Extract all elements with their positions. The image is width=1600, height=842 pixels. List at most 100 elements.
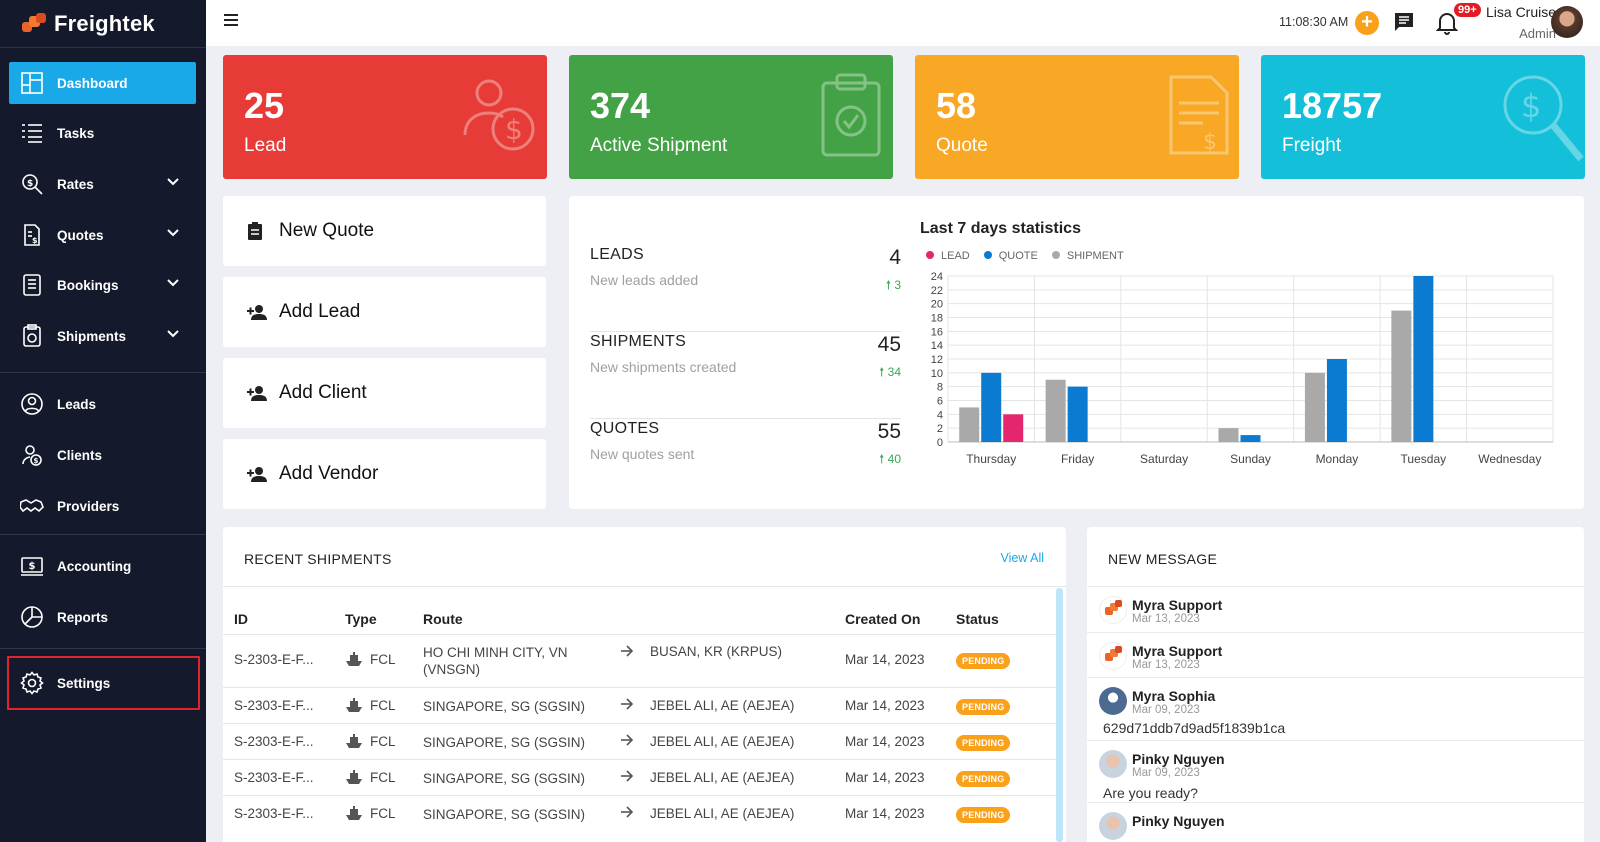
- stat-value: 58: [936, 85, 977, 126]
- table-row[interactable]: S-2303-E-F... FCL SINGAPORE, SG (SGSIN) JEB…: [223, 723, 1058, 759]
- sidebar-item-clients[interactable]: $ Clients: [9, 434, 196, 476]
- shipment-id[interactable]: S-2303-E-F...: [234, 652, 314, 667]
- x-tick-label: Thursday: [966, 452, 1016, 466]
- quick-action-label: Add Lead: [279, 301, 361, 322]
- bar-quote-thursday[interactable]: [981, 372, 1002, 442]
- summary-delta: 🠕 34: [879, 363, 901, 384]
- summary-subtitle: New quotes sent: [590, 446, 695, 462]
- table-row[interactable]: S-2303-E-F... FCL HO CHI MINH CITY, VN (VN…: [223, 634, 1058, 687]
- legend-item-lead[interactable]: LEAD: [926, 250, 970, 262]
- summary-delta-value: 34: [887, 365, 901, 379]
- sidebar-item-providers[interactable]: Providers: [9, 485, 196, 527]
- add-icon[interactable]: +: [1355, 11, 1379, 35]
- scrollbar[interactable]: [1056, 588, 1063, 842]
- summary-title: LEADS: [590, 246, 644, 263]
- shipment-id[interactable]: S-2303-E-F...: [234, 698, 314, 713]
- chat-icon[interactable]: [1393, 11, 1415, 38]
- message-item[interactable]: Pinky Nguyen: [1087, 802, 1584, 842]
- shipment-id[interactable]: S-2303-E-F...: [234, 770, 314, 785]
- add-vendor-button[interactable]: Add Vendor: [223, 439, 546, 509]
- arrow-right-icon: [620, 697, 634, 714]
- bar-quote-sunday[interactable]: [1240, 435, 1261, 442]
- menu-toggle-icon[interactable]: [224, 14, 238, 28]
- summary-value: 4: [889, 246, 901, 269]
- section-title: RECENT SHIPMENTS: [244, 551, 392, 567]
- sidebar-item-label: Providers: [57, 498, 120, 514]
- x-tick-label: Sunday: [1230, 452, 1271, 466]
- summary-value: 55: [877, 420, 901, 443]
- avatar: [1099, 750, 1127, 778]
- message-item[interactable]: Myra Support Mar 13, 2023: [1087, 632, 1584, 677]
- sidebar-item-label: Quotes: [57, 227, 104, 243]
- legend-item-quote[interactable]: QUOTE: [983, 250, 1038, 262]
- route-destination: JEBEL ALI, AE (AEJEA): [650, 770, 795, 785]
- column-header-route[interactable]: Route: [423, 611, 463, 627]
- x-tick-label: Saturday: [1140, 452, 1188, 466]
- add-lead-button[interactable]: Add Lead: [223, 277, 546, 347]
- add-user-icon: [247, 466, 269, 482]
- stat-value: 18757: [1282, 85, 1383, 126]
- table-row[interactable]: S-2303-E-F... FCL SINGAPORE, SG (SGSIN) JEB…: [223, 687, 1058, 723]
- sidebar-item-reports[interactable]: Reports: [9, 596, 196, 638]
- quick-action-label: Add Vendor: [279, 463, 379, 484]
- stat-card-freight[interactable]: 18757 Freight $: [1261, 55, 1585, 179]
- stat-card-active-shipment[interactable]: 374 Active Shipment: [569, 55, 893, 179]
- sidebar-item-shipments[interactable]: Shipments: [9, 315, 196, 357]
- legend-item-shipment[interactable]: SHIPMENT: [1051, 250, 1124, 262]
- bar-shipment-friday[interactable]: [1045, 379, 1066, 442]
- user-name[interactable]: Lisa Cruise: [1486, 4, 1557, 20]
- recent-shipments-panel: RECENT SHIPMENTS View All ID Type Route …: [223, 527, 1066, 842]
- add-user-icon: [247, 385, 269, 401]
- column-header-status[interactable]: Status: [956, 611, 999, 627]
- sidebar-item-accounting[interactable]: $ Accounting: [9, 545, 196, 587]
- sidebar-item-leads[interactable]: Leads: [9, 383, 196, 425]
- message-item[interactable]: Myra Support Mar 13, 2023: [1087, 586, 1584, 632]
- summary-delta-value: 3: [894, 278, 901, 292]
- sidebar-item-label: Shipments: [57, 328, 127, 344]
- bar-shipment-thursday[interactable]: [959, 407, 980, 442]
- divider: [223, 586, 1066, 587]
- route-destination: JEBEL ALI, AE (AEJEA): [650, 806, 795, 821]
- stat-card-quote[interactable]: 58 Quote $: [915, 55, 1239, 179]
- new-quote-button[interactable]: New Quote: [223, 196, 546, 266]
- table-row[interactable]: S-2303-E-F... FCL SINGAPORE, SG (SGSIN) JEB…: [223, 759, 1058, 795]
- bell-icon[interactable]: [1435, 11, 1459, 40]
- column-header-created-on[interactable]: Created On: [845, 611, 921, 627]
- add-client-button[interactable]: Add Client: [223, 358, 546, 428]
- bar-shipment-sunday[interactable]: [1218, 428, 1239, 442]
- bar-shipment-tuesday[interactable]: [1391, 310, 1412, 442]
- message-item[interactable]: Myra Sophia Mar 09, 2023 629d71ddb7d9ad5f1…: [1087, 677, 1584, 740]
- shipment-id[interactable]: S-2303-E-F...: [234, 806, 314, 821]
- avatar: [1099, 642, 1127, 670]
- sidebar-item-tasks[interactable]: Tasks: [9, 112, 196, 154]
- sidebar-item-quotes[interactable]: $ Quotes: [9, 214, 196, 256]
- bar-lead-thursday[interactable]: [1003, 414, 1024, 442]
- bar-shipment-monday[interactable]: [1304, 372, 1325, 442]
- handshake-icon: [19, 493, 45, 519]
- ship-icon: [345, 769, 363, 788]
- svg-text:$: $: [32, 236, 38, 245]
- bar-quote-tuesday[interactable]: [1413, 276, 1434, 442]
- table-row[interactable]: S-2303-E-F... FCL SINGAPORE, SG (SGSIN) JEB…: [223, 795, 1058, 831]
- column-header-type[interactable]: Type: [345, 611, 377, 627]
- user-role: Admin: [1519, 26, 1556, 41]
- sidebar-item-label: Dashboard: [57, 75, 128, 91]
- quick-action-label: New Quote: [279, 220, 375, 241]
- sidebar-item-settings[interactable]: Settings: [7, 656, 200, 710]
- sidebar-item-rates[interactable]: $ Rates: [9, 163, 196, 205]
- brand[interactable]: Freightek: [0, 0, 206, 48]
- sidebar-item-dashboard[interactable]: Dashboard: [9, 62, 196, 104]
- summary-title: QUOTES: [590, 420, 660, 437]
- y-tick-label: 18: [931, 313, 943, 325]
- column-header-id[interactable]: ID: [234, 611, 248, 627]
- stat-label: Lead: [244, 135, 287, 156]
- topbar: 11:08:30 AM + 99+ Lisa Cruise Admin: [206, 0, 1600, 46]
- shipment-id[interactable]: S-2303-E-F...: [234, 734, 314, 749]
- message-item[interactable]: Pinky Nguyen Mar 09, 2023 Are you ready?: [1087, 740, 1584, 802]
- sidebar-item-bookings[interactable]: Bookings: [9, 264, 196, 306]
- bar-quote-friday[interactable]: [1067, 386, 1088, 442]
- avatar[interactable]: [1551, 6, 1583, 38]
- view-all-link[interactable]: View All: [1000, 551, 1044, 565]
- bar-quote-monday[interactable]: [1326, 359, 1347, 442]
- stat-card-lead[interactable]: 25 Lead $: [223, 55, 547, 179]
